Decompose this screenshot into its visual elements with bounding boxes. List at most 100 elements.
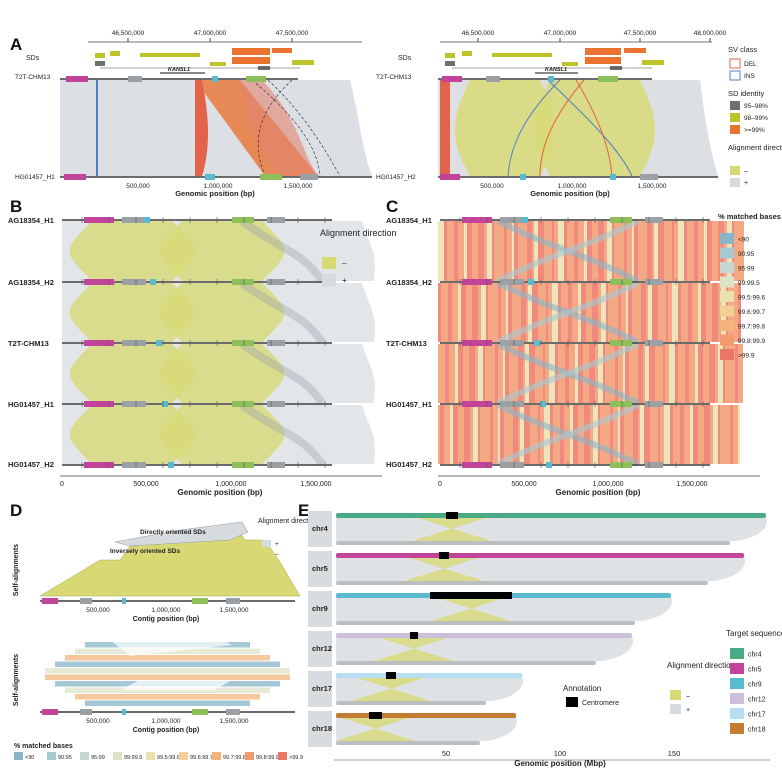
- panel-a-legend: SV class DEL INS SD identity 95–98% 98–9…: [728, 45, 782, 187]
- genome-label: AG18354_H1: [386, 216, 432, 225]
- track-marker: [144, 217, 150, 223]
- alignment-segment: [454, 221, 458, 281]
- genome-label: AG18354_H2: [8, 278, 54, 287]
- alignment-segment: [645, 344, 649, 403]
- alignment-segment: [468, 283, 472, 342]
- track-marker: [462, 279, 492, 285]
- legend-item-label: +: [342, 276, 347, 285]
- genome-label: HG01457_H1: [15, 174, 55, 181]
- alignment-segment: [586, 283, 588, 342]
- panel-b-legend: Alignment direction – +: [320, 228, 397, 286]
- legend-title: SV class: [728, 45, 757, 54]
- row-label-bg: [308, 551, 332, 587]
- alignment-segment: [474, 221, 478, 281]
- alignment-segment: [643, 344, 645, 403]
- alignment-segment: [518, 283, 521, 342]
- track-marker: [500, 462, 524, 468]
- alignment-segment: [672, 221, 674, 281]
- legend-title: Alignment direction: [320, 228, 397, 238]
- alignment-segment: [692, 283, 698, 342]
- alignment-plus: [336, 596, 672, 621]
- alignment-segment: [444, 221, 447, 281]
- centromere: [386, 672, 396, 679]
- alignment-segment: [552, 221, 554, 281]
- axis-title: Contig position (bp): [133, 616, 199, 623]
- legend-swatch: [720, 276, 734, 288]
- legend-item-label: chr17: [748, 712, 766, 719]
- alignment-segment: [496, 218, 640, 284]
- alignment-segment: [718, 344, 723, 403]
- axis-tick-label: 0: [60, 481, 64, 488]
- legend-swatch: [730, 723, 744, 734]
- alignment-segment: [627, 221, 632, 281]
- row-label-bg: [308, 671, 332, 707]
- track-marker: [168, 462, 174, 468]
- axis-tick-label: 1,000,000: [558, 183, 587, 190]
- centromere: [369, 712, 382, 719]
- axis-title: Genomic position (bp): [556, 488, 641, 497]
- alignment-segment: [445, 344, 449, 403]
- track-marker: [610, 401, 632, 407]
- panel-a-right-alignments: [438, 79, 718, 177]
- alignment-segment: [534, 221, 538, 281]
- alignment-segment: [674, 221, 678, 281]
- legend-swatch: [146, 752, 155, 760]
- track-marker: [267, 462, 285, 468]
- legend-item-label: –: [686, 693, 690, 700]
- self-alignment-stripe: [55, 661, 280, 667]
- panel-a-left-ruler: 46,500,000 47,000,000 47,500,000: [88, 30, 362, 43]
- legend-swatch: [720, 305, 734, 317]
- self-alignment-stripe: [65, 655, 270, 661]
- alignment-segment: [547, 221, 552, 281]
- alignment-segment: [552, 283, 558, 342]
- alignment-segment: [480, 405, 484, 464]
- alignment-segment: [458, 221, 464, 281]
- track-marker: [84, 401, 114, 407]
- alignment-segment: [590, 405, 593, 464]
- track-marker: [500, 279, 524, 285]
- alignment-segment: [458, 405, 460, 464]
- annotation-direct-sds: Directly oriented SDs: [140, 529, 206, 536]
- panel-d-legend: Alignment direction + –: [258, 518, 318, 558]
- centromere: [430, 592, 512, 599]
- alignment-segment: [533, 405, 538, 464]
- track-marker: [84, 279, 114, 285]
- alignment-minus: [351, 676, 431, 701]
- legend-item-label: +: [686, 707, 690, 714]
- alignment-segment: [664, 221, 667, 281]
- panel-d-bottom-legend: % matched bases <90 90:95 95:99 99:99.5 99.5…: [14, 743, 303, 761]
- alignment-segment: [484, 405, 490, 464]
- legend-swatch: [720, 247, 734, 259]
- track-marker: [122, 401, 146, 407]
- alignment-segment: [592, 221, 594, 281]
- alignment-segment: [472, 283, 478, 342]
- alignment-segment: [487, 221, 492, 281]
- axis-tick-label: 1,000,000: [204, 183, 233, 190]
- track-marker: [610, 217, 632, 223]
- track-marker: [232, 279, 254, 285]
- alignment-segment: [490, 405, 493, 464]
- alignment-segment: [735, 344, 738, 403]
- alignment-segment: [669, 344, 675, 403]
- alignment-segment: [525, 344, 529, 403]
- alignment-segment: [690, 405, 693, 464]
- alignment-segment: [498, 405, 500, 464]
- legend-title: % matched bases: [14, 743, 73, 750]
- track-marker: [546, 462, 552, 468]
- target-bar: [336, 553, 744, 558]
- track-marker: [232, 340, 254, 346]
- alignment-segment: [587, 221, 592, 281]
- legend-item-label: –: [744, 168, 748, 175]
- alignment-segment: [638, 405, 640, 464]
- legend-title: SD identity: [728, 89, 765, 98]
- legend-item-label: 99.5:99.6: [738, 295, 765, 302]
- alignment-segment: [540, 405, 544, 464]
- alignment-segment: [614, 221, 618, 281]
- legend-swatch: [730, 648, 744, 659]
- alignment-segment: [592, 283, 598, 342]
- alignment-segment: [732, 283, 738, 342]
- panel-label-c: C: [386, 197, 398, 216]
- alignment-segment: [629, 344, 635, 403]
- alignment-segment: [604, 221, 607, 281]
- alignment-segment: [464, 405, 470, 464]
